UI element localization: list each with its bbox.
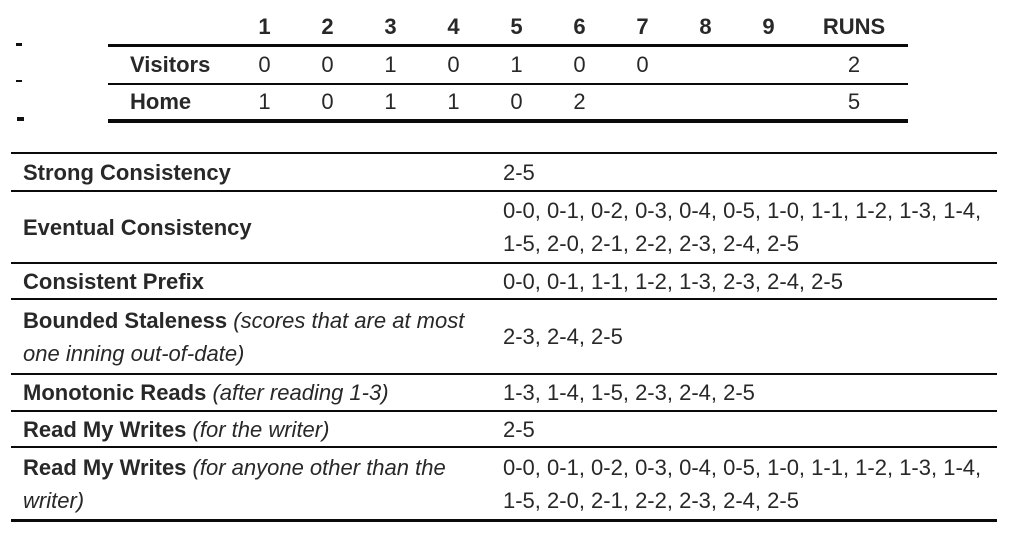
home-inning-5: 0 <box>510 89 523 114</box>
runs-header: RUNS <box>822 14 886 39</box>
guarantee-scores: 2-5 <box>503 416 535 442</box>
guarantee-label: Read My Writes (for anyone other than th… <box>11 451 503 517</box>
scoreboard-table: 1 2 3 4 5 6 7 8 9 RUNS Visitors 0 0 1 0 … <box>108 10 908 123</box>
guarantee-qualifier: (for anyone other than the writer) <box>23 454 446 513</box>
row-read-my-writes-writer: Read My Writes (for the writer) 2-5 <box>11 412 997 448</box>
row-consistent-prefix: Consistent Prefix 0-0, 0-1, 1-1, 1-2, 1-… <box>11 264 997 300</box>
scoreboard-row-home: Home 1 0 1 1 0 2 5 <box>108 85 908 123</box>
visitors-inning-5: 1 <box>510 52 523 77</box>
margin-dash <box>17 117 24 121</box>
home-inning-2: 0 <box>321 89 334 114</box>
inning-header-7: 7 <box>636 14 649 39</box>
guarantee-name: Bounded Staleness <box>23 307 228 333</box>
margin-dash <box>16 43 22 46</box>
inning-header-8: 8 <box>699 14 712 39</box>
row-strong-consistency: Strong Consistency 2-5 <box>11 154 997 192</box>
guarantee-label: Strong Consistency <box>11 156 503 189</box>
visitors-inning-2: 0 <box>321 52 334 77</box>
team-label-home: Home <box>130 89 192 114</box>
inning-header-3: 3 <box>384 14 397 39</box>
team-label-visitors: Visitors <box>130 52 211 77</box>
guarantee-label: Monotonic Reads (after reading 1-3) <box>11 376 503 409</box>
consistency-guarantees-table: Strong Consistency 2-5 Eventual Consiste… <box>11 152 997 522</box>
inning-header-6: 6 <box>573 14 586 39</box>
margin-dash <box>16 80 22 82</box>
guarantee-scores: 0-0, 0-1, 0-2, 0-3, 0-4, 0-5, 1-0, 1-1, … <box>503 198 982 256</box>
home-inning-1: 1 <box>258 89 271 114</box>
guarantee-scores: 0-0, 0-1, 1-1, 1-2, 1-3, 2-3, 2-4, 2-5 <box>503 268 843 294</box>
visitors-inning-1: 0 <box>258 52 271 77</box>
guarantee-scores: 1-3, 1-4, 1-5, 2-3, 2-4, 2-5 <box>503 380 755 405</box>
scoreboard-header-row: 1 2 3 4 5 6 7 8 9 RUNS <box>108 10 908 47</box>
inning-header-2: 2 <box>321 14 334 39</box>
guarantee-name: Read My Writes <box>23 416 187 442</box>
guarantee-name: Eventual Consistency <box>23 214 252 240</box>
guarantee-label: Read My Writes (for the writer) <box>11 413 503 446</box>
inning-header-9: 9 <box>762 14 775 39</box>
row-read-my-writes-others: Read My Writes (for anyone other than th… <box>11 448 997 522</box>
row-bounded-staleness: Bounded Staleness (scores that are at mo… <box>11 300 997 375</box>
guarantee-scores: 0-0, 0-1, 0-2, 0-3, 0-4, 0-5, 1-0, 1-1, … <box>503 454 982 513</box>
guarantee-label: Consistent Prefix <box>11 265 503 298</box>
guarantee-label: Bounded Staleness (scores that are at mo… <box>11 304 503 370</box>
visitors-inning-7: 0 <box>636 52 649 77</box>
visitors-inning-4: 0 <box>447 52 460 77</box>
guarantee-scores: 2-5 <box>503 159 535 185</box>
visitors-inning-6: 0 <box>573 52 586 77</box>
guarantee-qualifier: (for the writer) <box>186 416 330 442</box>
visitors-inning-3: 1 <box>384 52 397 77</box>
visitors-runs: 2 <box>847 52 861 77</box>
guarantee-name: Consistent Prefix <box>23 268 204 294</box>
guarantee-name: Strong Consistency <box>23 159 231 185</box>
row-monotonic-reads: Monotonic Reads (after reading 1-3) 1-3,… <box>11 375 997 412</box>
scoreboard-row-visitors: Visitors 0 0 1 0 1 0 0 2 <box>108 47 908 85</box>
row-eventual-consistency: Eventual Consistency 0-0, 0-1, 0-2, 0-3,… <box>11 192 997 264</box>
home-runs: 5 <box>847 89 861 114</box>
guarantee-scores: 2-3, 2-4, 2-5 <box>503 324 623 349</box>
inning-header-5: 5 <box>510 14 523 39</box>
guarantee-name: Read My Writes <box>23 454 187 480</box>
guarantee-qualifier: (scores that are at most one inning out-… <box>23 307 465 366</box>
guarantee-label: Eventual Consistency <box>11 211 503 244</box>
guarantee-name: Monotonic Reads <box>23 380 207 405</box>
inning-header-1: 1 <box>258 14 271 39</box>
home-inning-4: 1 <box>447 89 460 114</box>
home-inning-3: 1 <box>384 89 397 114</box>
guarantee-qualifier: (after reading 1-3) <box>206 380 389 405</box>
inning-header-4: 4 <box>447 14 460 39</box>
home-inning-6: 2 <box>573 89 586 114</box>
